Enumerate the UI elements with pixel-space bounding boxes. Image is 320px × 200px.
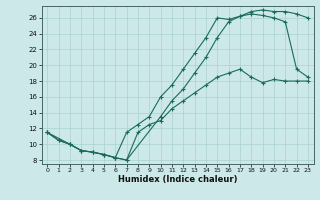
X-axis label: Humidex (Indice chaleur): Humidex (Indice chaleur): [118, 175, 237, 184]
